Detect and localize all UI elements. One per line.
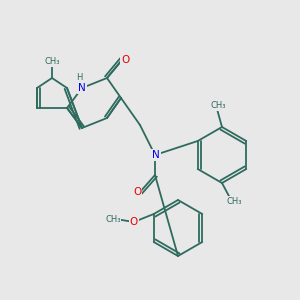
Text: CH₃: CH₃	[210, 101, 226, 110]
Text: O: O	[130, 217, 138, 227]
Text: N: N	[152, 150, 160, 160]
Text: O: O	[121, 55, 129, 65]
Text: CH₃: CH₃	[226, 196, 242, 206]
Text: H: H	[76, 73, 82, 82]
Text: CH₃: CH₃	[44, 58, 60, 67]
Text: N: N	[78, 83, 86, 93]
Text: O: O	[133, 187, 141, 197]
Text: CH₃: CH₃	[105, 214, 121, 224]
